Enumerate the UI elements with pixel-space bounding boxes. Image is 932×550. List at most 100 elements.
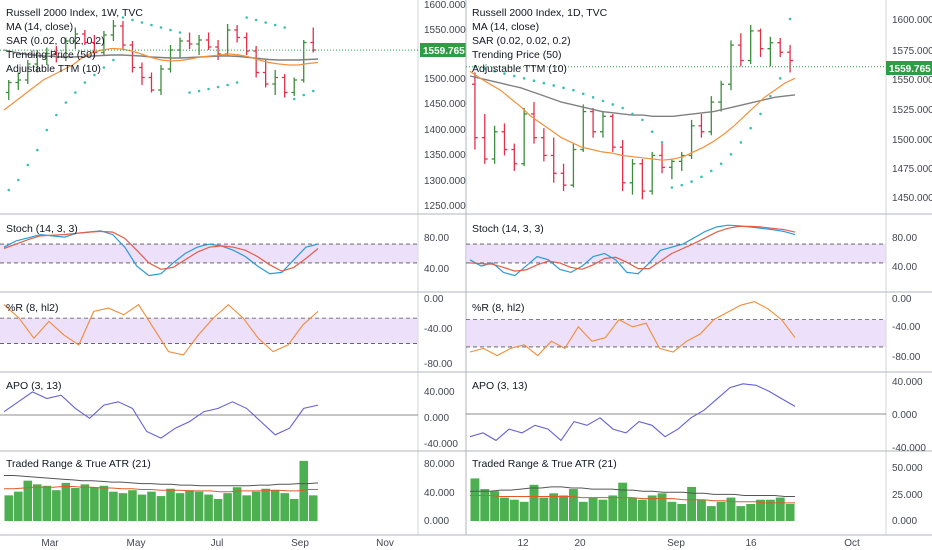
traded-range-bar (490, 491, 500, 521)
traded-range-bar (677, 503, 687, 521)
traded-range-bar (204, 494, 213, 521)
weekly-x-tick: Jul (211, 538, 224, 549)
sar-dot (207, 87, 210, 91)
ohlc-bar (5, 80, 12, 100)
stoch-band (466, 244, 886, 263)
traded-range-bar (470, 478, 480, 521)
ohlc-bar (243, 32, 250, 55)
sar-dot (150, 23, 153, 27)
traded-range-bar (608, 495, 618, 521)
traded-range-bar (61, 482, 71, 521)
daily-apo-title: APO (3, 13) (472, 380, 527, 392)
traded-range-bar (529, 484, 539, 521)
traded-range-bar (578, 501, 588, 521)
ohlc-bar (272, 70, 279, 95)
sar-dot (680, 183, 684, 187)
ohlc-bar (570, 143, 577, 188)
ohlc-bar (580, 104, 587, 152)
traded-range-bar (137, 494, 147, 521)
weekly-vol-tick: 0.000 (424, 516, 449, 527)
weekly-title: Russell 2000 Index, 1W, TVC (6, 7, 143, 19)
ohlc-bar (737, 33, 744, 67)
daily-indicator-ttm: Adjustable TTM (10) (472, 63, 567, 75)
traded-range-bar (628, 497, 637, 521)
ohlc-bar (718, 80, 725, 112)
traded-range-bar (251, 491, 261, 521)
daily-stoch-tick: 40.00 (892, 262, 917, 273)
daily-x-tick: 16 (745, 538, 757, 549)
daily-stoch-tick: 80.00 (892, 233, 917, 244)
sar-dot (112, 58, 115, 62)
traded-range-bar (99, 485, 109, 521)
sar-dot (121, 16, 125, 19)
sar-dot (302, 93, 306, 97)
sar-dot (226, 83, 229, 87)
weekly-vol-title: Traded Range & True ATR (21) (6, 458, 151, 470)
weekly-price-tick: 1450.000 (424, 99, 466, 110)
daily-vol-tick: 50.000 (892, 463, 923, 474)
apo-line (3, 391, 319, 439)
ohlc-bar (501, 123, 508, 156)
weekly-stoch-tick: 40.00 (424, 264, 449, 275)
traded-range-bar (647, 495, 657, 521)
ohlc-bar (540, 128, 547, 162)
daily-price-tick: 1450.000 (892, 193, 932, 204)
daily-x-tick: Sep (667, 538, 685, 549)
daily-vol-tick: 0.000 (892, 516, 917, 527)
traded-range-bar (500, 497, 509, 521)
daily-price-tick: 1525.000 (892, 105, 932, 116)
daily-chart[interactable]: Russell 2000 Index, 1D, TVC MA (14, clos… (465, 0, 932, 549)
ohlc-bar (53, 46, 60, 63)
weekly-apo-tick: 40.000 (424, 387, 455, 398)
sar-dot (64, 101, 68, 104)
sar-dot (292, 97, 296, 101)
traded-range-bar (33, 484, 42, 521)
sar-dot (778, 77, 782, 80)
ohlc-bar (291, 77, 298, 96)
traded-range-bar (726, 497, 736, 521)
weekly-price-tick: 1250.000 (424, 201, 466, 212)
traded-range-bar (539, 497, 549, 521)
daily-apo-tick: 40.000 (892, 377, 923, 388)
sar-dot (235, 81, 239, 84)
weekly-chart[interactable]: Russell 2000 Index, 1W, TVC MA (14, clos… (0, 0, 466, 549)
sar-dot (140, 21, 144, 24)
sar-dot (26, 163, 30, 167)
weekly-stoch-tick: 80.00 (424, 233, 449, 244)
sar-dot (131, 18, 134, 22)
ohlc-bar (158, 65, 164, 95)
weekly-price-tick: 1350.000 (424, 150, 466, 161)
daily-wr-title: %R (8, hl2) (472, 302, 525, 314)
sar-dot (216, 85, 220, 89)
ohlc-bar (300, 40, 307, 83)
traded-range-bar (128, 490, 137, 521)
sar-dot (562, 86, 565, 90)
traded-range-bar (270, 490, 280, 521)
traded-range-bar (175, 493, 185, 521)
sar-dot (729, 152, 733, 156)
weekly-indicator-sar: SAR (0.02, 0.02, 0.2) (6, 35, 105, 47)
ohlc-bar (281, 74, 288, 98)
sar-dot (254, 18, 258, 22)
ohlc-bar (728, 40, 734, 91)
sar-dot (631, 112, 634, 116)
traded-range-bar (80, 484, 90, 521)
traded-range-bar (308, 495, 318, 521)
sar-dot (611, 103, 615, 106)
ohlc-bar (101, 31, 107, 56)
daily-x-tick: Oct (844, 538, 860, 549)
sar-dot (311, 89, 315, 93)
sar-dot (641, 118, 644, 122)
traded-range-bar (52, 490, 61, 521)
daily-title: Russell 2000 Index, 1D, TVC (472, 7, 608, 19)
ohlc-bar (619, 140, 626, 192)
traded-range-bar (299, 460, 309, 521)
traded-range-bar (657, 493, 667, 521)
weekly-apo-tick: 0.000 (424, 413, 449, 424)
weekly-vol-tick: 40.000 (424, 488, 455, 499)
traded-range-bar (280, 493, 289, 521)
sar-dot (169, 28, 172, 32)
traded-range-bar (194, 491, 204, 521)
weekly-indicator-trending: Trending Price (50) (6, 49, 95, 61)
